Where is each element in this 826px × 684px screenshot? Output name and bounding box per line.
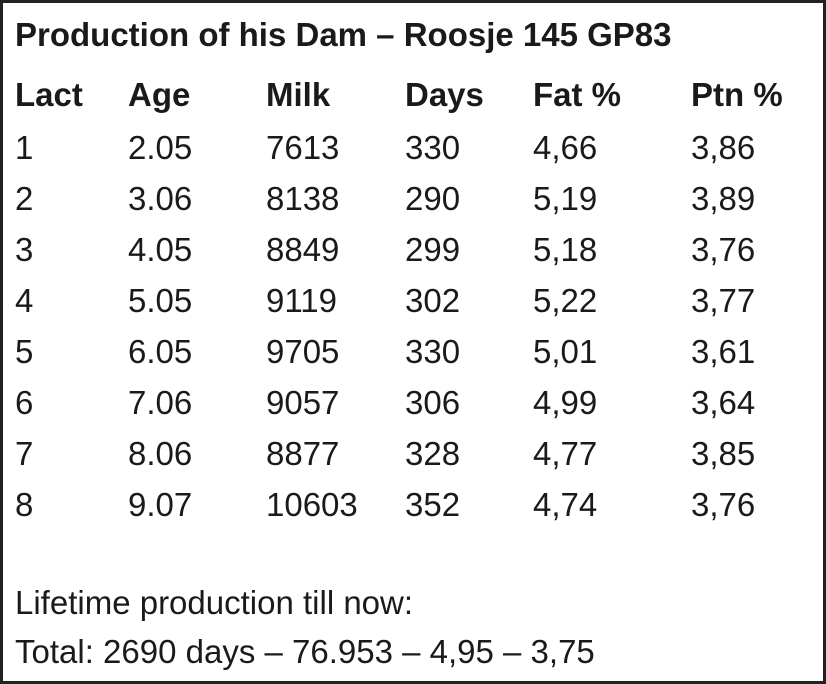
table-row: 7 8.06 8877 328 4,77 3,85 (15, 428, 811, 479)
table-header-row: Lact Age Milk Days Fat % Ptn % (15, 68, 811, 122)
cell-days: 290 (405, 179, 461, 217)
cell-milk: 9705 (266, 332, 340, 370)
cell-lact: 5 (15, 332, 34, 370)
cell-milk: 7613 (266, 128, 340, 166)
cell-milk: 8849 (266, 230, 340, 268)
cell-age: 2.05 (128, 128, 193, 166)
cell-lact: 7 (15, 434, 34, 472)
table-row: 1 2.05 7613 330 4,66 3,86 (15, 122, 811, 173)
cell-protein: 3,89 (691, 179, 756, 217)
cell-days: 306 (405, 383, 461, 421)
cell-fat: 4,99 (533, 383, 598, 421)
cell-protein: 3,61 (691, 332, 756, 370)
cell-days: 352 (405, 485, 461, 523)
header-fat: Fat % (533, 76, 622, 113)
cell-fat: 4,66 (533, 128, 598, 166)
table-row: 4 5.05 9119 302 5,22 3,77 (15, 275, 811, 326)
table-row: 5 6.05 9705 330 5,01 3,61 (15, 326, 811, 377)
cell-age: 9.07 (128, 485, 193, 523)
cell-milk: 10603 (266, 485, 358, 523)
cell-age: 5.05 (128, 281, 193, 319)
header-days: Days (405, 76, 484, 113)
cell-age: 8.06 (128, 434, 193, 472)
cell-protein: 3,76 (691, 230, 756, 268)
lifetime-label: Lifetime production till now: (15, 584, 414, 621)
lifetime-summary: Lifetime production till now: Total: 269… (15, 578, 595, 676)
table-row: 6 7.06 9057 306 4,99 3,64 (15, 377, 811, 428)
table-row: 8 9.07 10603 352 4,74 3,76 (15, 479, 811, 530)
cell-fat: 5,22 (533, 281, 598, 319)
cell-age: 7.06 (128, 383, 193, 421)
cell-age: 3.06 (128, 179, 193, 217)
cell-protein: 3,76 (691, 485, 756, 523)
header-milk: Milk (266, 76, 331, 113)
cell-lact: 3 (15, 230, 34, 268)
cell-fat: 4,74 (533, 485, 598, 523)
table-row: 3 4.05 8849 299 5,18 3,76 (15, 224, 811, 275)
cell-days: 328 (405, 434, 461, 472)
cell-milk: 8138 (266, 179, 340, 217)
cell-age: 6.05 (128, 332, 193, 370)
table-row: 2 3.06 8138 290 5,19 3,89 (15, 173, 811, 224)
cell-milk: 9057 (266, 383, 340, 421)
cell-milk: 8877 (266, 434, 340, 472)
cell-lact: 2 (15, 179, 34, 217)
cell-lact: 1 (15, 128, 34, 166)
production-table: Lact Age Milk Days Fat % Ptn % 1 2.05 76… (15, 68, 811, 530)
cell-lact: 6 (15, 383, 34, 421)
header-lact: Lact (15, 76, 83, 113)
cell-protein: 3,64 (691, 383, 756, 421)
page-title: Production of his Dam – Roosje 145 GP83 (15, 16, 672, 53)
header-age: Age (128, 76, 191, 113)
cell-protein: 3,86 (691, 128, 756, 166)
header-protein: Ptn % (691, 76, 783, 113)
cell-fat: 5,19 (533, 179, 598, 217)
cell-milk: 9119 (266, 281, 337, 319)
cell-days: 330 (405, 128, 461, 166)
cell-fat: 5,18 (533, 230, 598, 268)
cell-protein: 3,85 (691, 434, 756, 472)
cell-days: 330 (405, 332, 461, 370)
cell-days: 302 (405, 281, 461, 319)
lifetime-total: Total: 2690 days – 76.953 – 4,95 – 3,75 (15, 633, 595, 670)
cell-lact: 4 (15, 281, 34, 319)
cell-days: 299 (405, 230, 461, 268)
cell-fat: 4,77 (533, 434, 598, 472)
cell-age: 4.05 (128, 230, 193, 268)
cell-lact: 8 (15, 485, 34, 523)
cell-fat: 5,01 (533, 332, 598, 370)
cell-protein: 3,77 (691, 281, 756, 319)
